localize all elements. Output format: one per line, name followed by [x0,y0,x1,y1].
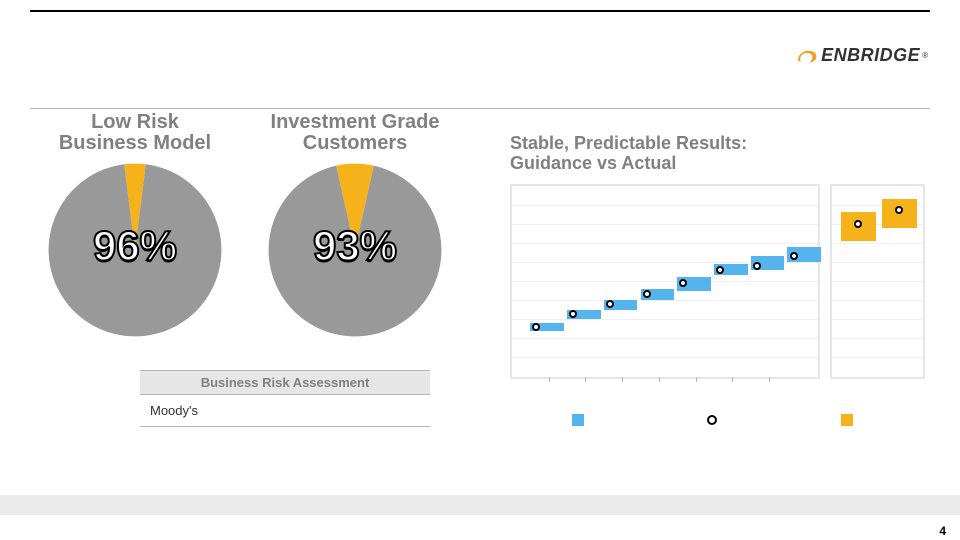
top-rule [30,10,930,12]
pie-chart: 93% [265,160,445,340]
registered-icon: ® [922,51,928,60]
legend-guidance [572,414,584,426]
header-rule [30,108,930,109]
legend-marker-icon [707,415,717,425]
chart-title: Stable, Predictable Results: Guidance vs… [510,134,930,174]
pie-low-risk: Low Risk Business Model 96% [30,112,240,340]
range-chart-side [830,184,925,379]
brand-logo: ENBRIDGE ® [795,45,928,66]
pie-investment-grade: Investment Grade Customers 93% [250,112,460,340]
page-number: 4 [939,524,946,538]
risk-table: Business Risk Assessment Moody's [140,370,430,427]
table-header: Business Risk Assessment [140,370,430,395]
slide: ENBRIDGE ® Low Risk Business Model 96% [0,0,960,540]
content-area: Low Risk Business Model 96% Investment G… [30,112,930,490]
brand-name: ENBRIDGE [821,45,920,66]
pie-chart: 96% [45,160,225,340]
chart-title-l2: Guidance vs Actual [510,153,676,173]
pies-row: Low Risk Business Model 96% Investment G… [30,112,490,340]
pie-title-l2: Customers [303,132,407,154]
charts-row [510,184,930,379]
chart-title-l1: Stable, Predictable Results: [510,133,747,153]
legend-swatch-yellow [841,414,853,426]
legend-forecast [841,414,853,426]
pie-percent-label: 96% [93,222,177,270]
pie-title-l2: Business Model [59,132,211,154]
chart-legend [510,414,915,426]
pie-title-l1: Low Risk [91,111,179,133]
legend-swatch-blue [572,414,584,426]
pie-title-l1: Investment Grade [271,111,440,133]
range-chart-main [510,184,820,379]
pie-title: Low Risk Business Model [30,112,240,154]
right-column: Stable, Predictable Results: Guidance vs… [510,134,930,426]
pie-title: Investment Grade Customers [250,112,460,154]
legend-actual [707,415,717,425]
pie-percent-label: 93% [313,222,397,270]
table-row: Moody's [140,395,430,427]
footer-bar [0,495,960,515]
left-column: Low Risk Business Model 96% Investment G… [30,112,490,427]
logo-mark-icon [795,47,819,65]
